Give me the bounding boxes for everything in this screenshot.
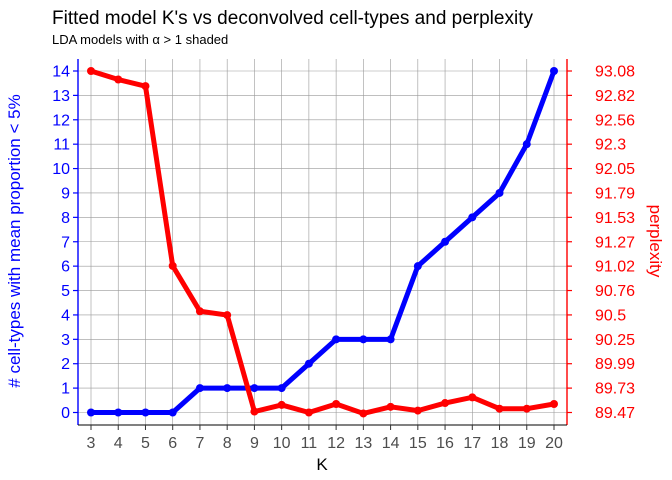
x-tick-label: 19 <box>518 435 536 452</box>
x-tick-label: 16 <box>436 435 454 452</box>
y-right-tick-label: 91.02 <box>595 259 635 276</box>
data-point-left <box>495 188 504 197</box>
y-left-tick-label: 9 <box>61 185 70 202</box>
y-left-tick-label: 2 <box>61 356 70 373</box>
data-point-left <box>141 408 150 417</box>
x-tick-label: 5 <box>141 435 150 452</box>
chart-subtitle: LDA models with α > 1 shaded <box>52 32 228 47</box>
x-tick-label: 11 <box>301 435 318 452</box>
series <box>87 67 558 418</box>
series-line-left <box>88 68 557 415</box>
x-tick-label: 10 <box>273 435 291 452</box>
data-point-left <box>250 384 259 393</box>
data-point-right <box>495 404 504 413</box>
data-point-right <box>332 399 341 408</box>
data-point-right <box>87 67 95 75</box>
data-point-left <box>522 140 531 149</box>
y-right-tick-label: 91.27 <box>595 234 635 251</box>
x-tick-label: 13 <box>354 435 372 452</box>
data-point-left <box>277 384 286 393</box>
y-right-tick-label: 92.05 <box>595 161 635 178</box>
y-left-tick-label: 1 <box>61 381 70 398</box>
data-point-right <box>468 393 477 402</box>
y-left-tick-label: 6 <box>61 259 70 276</box>
data-point-right <box>359 409 368 418</box>
data-point-right <box>114 75 123 84</box>
data-point-right <box>223 311 232 320</box>
x-tick-label: 20 <box>545 435 563 452</box>
data-point-left <box>195 384 204 393</box>
y-right-tick-label: 91.53 <box>595 210 635 227</box>
y-right-tick-label: 89.99 <box>595 356 635 373</box>
y-left-tick-label: 12 <box>52 112 70 129</box>
y-right-tick-label: 92.56 <box>595 112 635 129</box>
y-left-tick-label: 0 <box>61 405 70 422</box>
data-point-left <box>386 335 395 344</box>
x-tick-label: 17 <box>463 435 481 452</box>
y-left-tick-label: 10 <box>52 161 70 178</box>
data-point-right <box>413 406 422 415</box>
data-point-left <box>223 384 232 393</box>
y-right-tick-label: 90.76 <box>595 283 635 300</box>
x-tick-label: 7 <box>195 435 204 452</box>
x-tick-label: 9 <box>250 435 259 452</box>
data-point-right <box>304 408 313 417</box>
y-right-tick-label: 90.5 <box>595 307 626 324</box>
y-left-tick-label: 3 <box>61 332 70 349</box>
data-point-left <box>332 335 341 344</box>
x-tick-label: 14 <box>382 435 400 452</box>
data-point-right <box>386 402 395 411</box>
data-point-right <box>141 82 150 91</box>
data-point-left <box>413 262 422 271</box>
data-point-left <box>87 408 95 417</box>
y-right-tick-label: 92.82 <box>595 88 635 105</box>
axes <box>73 59 572 430</box>
y-axis-right-label: perplexity <box>646 205 665 278</box>
data-point-right <box>250 407 259 416</box>
x-axis-label: K <box>316 455 328 474</box>
y-axis-left-label: # cell-types with mean proportion < 5% <box>5 94 24 387</box>
y-left-tick-label: 13 <box>52 88 70 105</box>
data-point-right <box>441 399 450 408</box>
data-point-left <box>359 335 368 344</box>
x-tick-label: 8 <box>223 435 232 452</box>
data-point-right <box>522 404 531 413</box>
data-point-left <box>550 67 558 75</box>
chart-title: Fitted model K's vs deconvolved cell-typ… <box>52 8 533 29</box>
data-point-right <box>168 261 177 270</box>
x-tick-label: 12 <box>327 435 345 452</box>
data-point-right <box>277 400 286 409</box>
y-left-tick-label: 5 <box>61 283 70 300</box>
data-point-left <box>468 213 477 222</box>
x-tick-label: 18 <box>491 435 509 452</box>
data-point-left <box>304 359 313 368</box>
x-tick-label: 3 <box>87 435 96 452</box>
data-point-left <box>168 408 177 417</box>
y-right-tick-label: 92.3 <box>595 137 626 154</box>
x-tick-label: 6 <box>168 435 177 452</box>
data-point-left <box>114 408 123 417</box>
y-left-tick-label: 14 <box>52 64 70 81</box>
y-right-tick-label: 91.79 <box>595 185 635 202</box>
y-left-tick-label: 8 <box>61 210 70 227</box>
y-right-tick-label: 89.47 <box>595 405 635 422</box>
data-point-left <box>441 237 450 246</box>
x-tick-label: 15 <box>409 435 427 452</box>
x-tick-label: 4 <box>114 435 123 452</box>
series-line-right <box>88 68 557 416</box>
y-left-tick-label: 7 <box>61 234 70 251</box>
y-right-tick-label: 89.73 <box>595 381 635 398</box>
y-left-tick-label: 4 <box>61 307 70 324</box>
tick-labels: 0123456789101112131489.4789.7389.9990.25… <box>52 64 635 453</box>
data-point-right <box>195 307 204 316</box>
y-right-tick-label: 90.25 <box>595 332 635 349</box>
y-left-tick-label: 11 <box>53 137 70 154</box>
data-point-right <box>550 399 558 408</box>
y-right-tick-label: 93.08 <box>595 64 635 81</box>
